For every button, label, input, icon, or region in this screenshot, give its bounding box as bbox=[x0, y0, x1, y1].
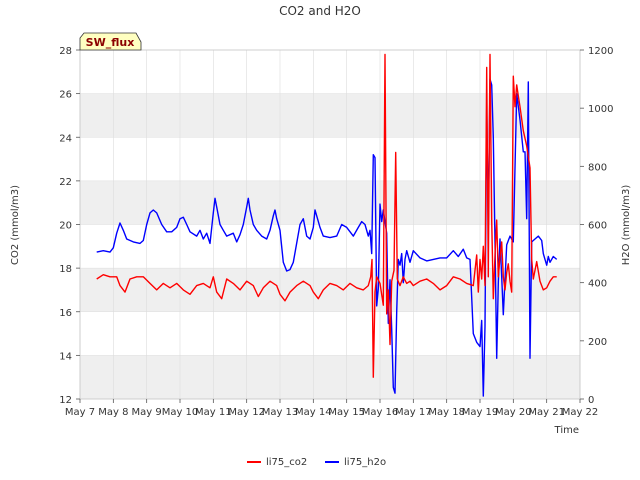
y-left-tick-label: 12 bbox=[59, 395, 72, 406]
legend-label-h2o: li75_h2o bbox=[344, 457, 386, 468]
y-right-axis-title: H2O (mmol/m3) bbox=[621, 185, 632, 266]
x-tick-label: May 9 bbox=[132, 407, 162, 418]
badge-label: SW_flux bbox=[86, 36, 135, 49]
y-right-tick-label: 1000 bbox=[588, 104, 613, 115]
legend-label-co2: li75_co2 bbox=[266, 457, 307, 468]
series-line-li75_h2o bbox=[96, 78, 558, 397]
y-right-tick-label: 600 bbox=[588, 221, 607, 232]
x-tick-label: May 19 bbox=[462, 407, 499, 418]
y-left-tick-label: 28 bbox=[59, 46, 72, 57]
x-axis-title: Time bbox=[554, 425, 579, 436]
x-tick-label: May 14 bbox=[295, 407, 332, 418]
y-left-tick-label: 18 bbox=[59, 264, 72, 275]
background-band bbox=[80, 93, 580, 138]
chart-title: CO2 and H2O bbox=[279, 4, 361, 18]
x-tick-label: May 8 bbox=[98, 407, 128, 418]
x-tick-label: May 21 bbox=[528, 407, 565, 418]
legend: li75_co2 li75_h2o bbox=[247, 457, 386, 468]
background-bands bbox=[80, 93, 580, 399]
y-right-tick-label: 1200 bbox=[588, 46, 613, 57]
y-left-axis-ticks: 12 14 16 18 20 22 24 26 28 bbox=[59, 46, 80, 406]
y-left-tick-label: 26 bbox=[59, 90, 72, 101]
y-right-tick-label: 0 bbox=[588, 395, 594, 406]
x-tick-label: May 13 bbox=[262, 407, 299, 418]
y-right-tick-label: 400 bbox=[588, 279, 607, 290]
x-tick-label: May 18 bbox=[428, 407, 465, 418]
x-tick-label: May 16 bbox=[362, 407, 399, 418]
x-tick-label: May 11 bbox=[195, 407, 232, 418]
y-left-tick-label: 16 bbox=[59, 308, 72, 319]
x-tick-label: May 10 bbox=[162, 407, 199, 418]
y-right-tick-label: 200 bbox=[588, 337, 607, 348]
y-right-axis-ticks: 0 200 400 600 800 1000 1200 bbox=[580, 46, 613, 406]
background-band bbox=[80, 268, 580, 312]
series-layer bbox=[96, 53, 558, 397]
background-band bbox=[80, 355, 580, 399]
sw-flux-badge: SW_flux bbox=[79, 32, 142, 51]
y-left-tick-label: 20 bbox=[59, 221, 72, 232]
y-right-tick-label: 800 bbox=[588, 162, 607, 173]
x-tick-label: May 20 bbox=[495, 407, 532, 418]
y-left-tick-label: 24 bbox=[59, 133, 72, 144]
series-line-li75_co2 bbox=[96, 53, 557, 378]
y-left-tick-label: 14 bbox=[59, 351, 72, 362]
y-left-axis-title: CO2 (mmol/m3) bbox=[10, 185, 21, 265]
y-left-tick-label: 22 bbox=[59, 177, 72, 188]
x-tick-label: May 15 bbox=[328, 407, 365, 418]
x-tick-label: May 17 bbox=[395, 407, 432, 418]
background-band bbox=[80, 180, 580, 225]
x-tick-label: May 12 bbox=[228, 407, 265, 418]
x-tick-label: May 7 bbox=[65, 407, 95, 418]
x-tick-label: May 22 bbox=[562, 407, 599, 418]
